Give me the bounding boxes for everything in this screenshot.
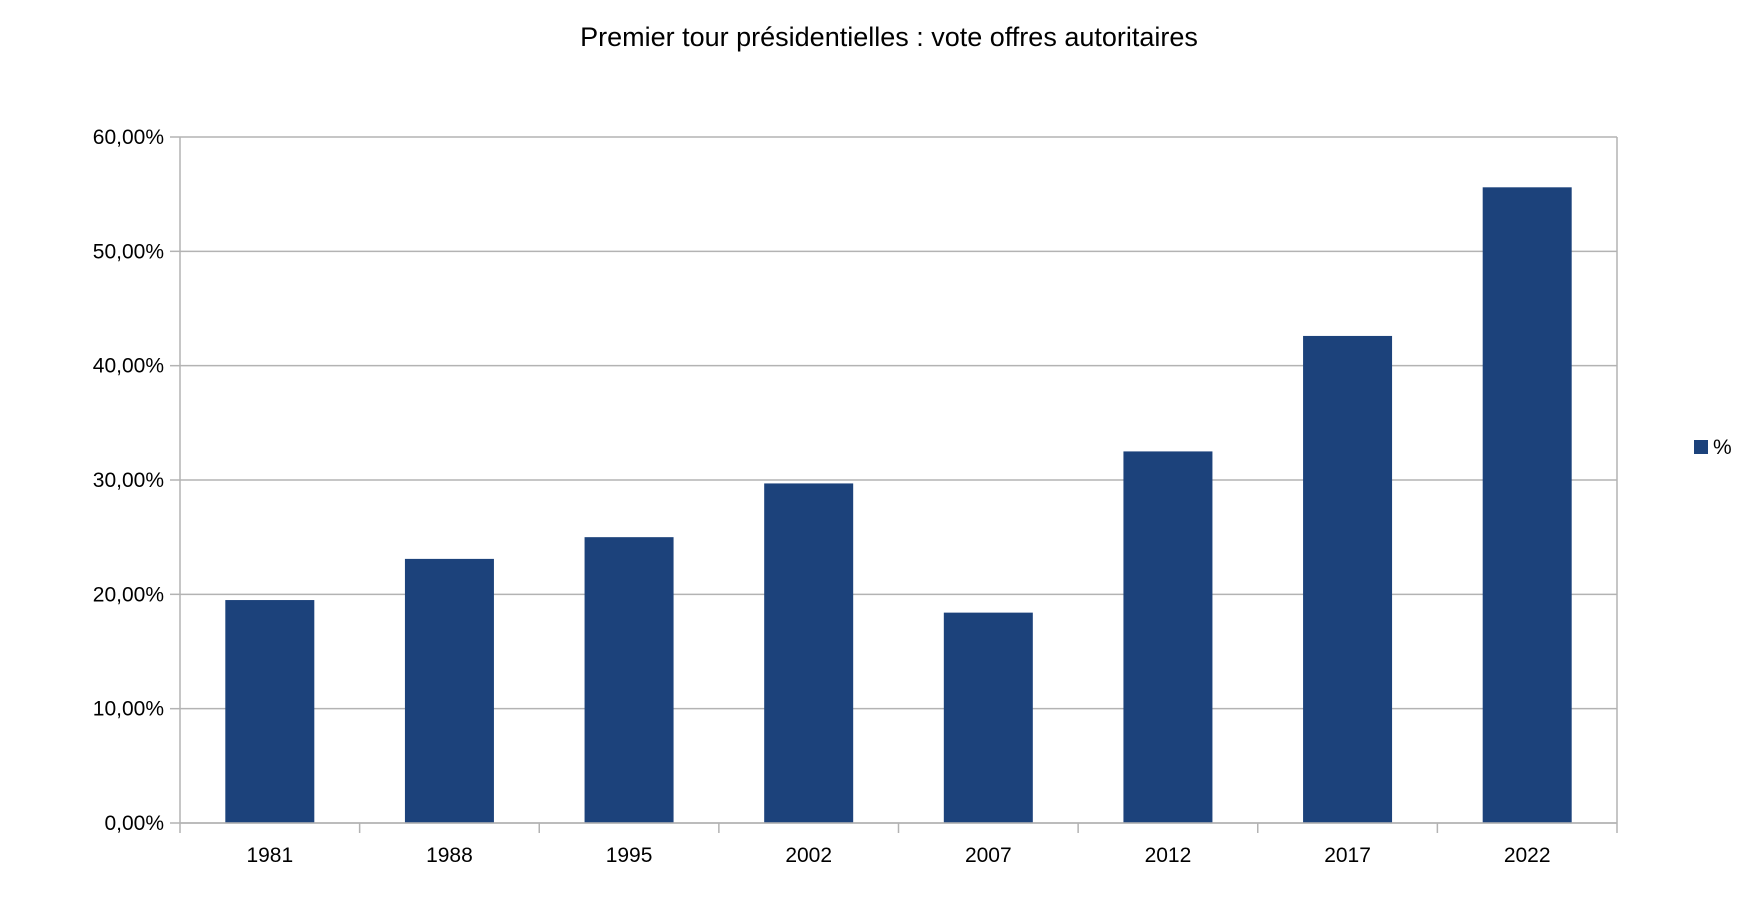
bar-1981 bbox=[225, 600, 315, 823]
x-tick-label: 1988 bbox=[426, 844, 473, 867]
bar-2022 bbox=[1482, 187, 1572, 824]
bar-1995 bbox=[584, 537, 674, 823]
x-tick-label: 1995 bbox=[606, 844, 653, 867]
legend: % bbox=[1694, 436, 1732, 459]
x-axis-tick-labels: 1981 1988 1995 2002 2007 2012 2017 2022 bbox=[246, 844, 1550, 867]
bar-2012 bbox=[1123, 451, 1213, 823]
y-tick-label: 10,00% bbox=[93, 698, 164, 721]
y-tick-label: 20,00% bbox=[93, 583, 164, 606]
y-tick-label: 40,00% bbox=[93, 355, 164, 378]
axes bbox=[179, 137, 1618, 833]
y-tick-label: 60,00% bbox=[93, 126, 164, 149]
legend-swatch bbox=[1694, 440, 1708, 454]
y-tick-label: 50,00% bbox=[93, 240, 164, 263]
bar-2007 bbox=[943, 612, 1033, 823]
x-tick-label: 2002 bbox=[785, 844, 832, 867]
x-tick-label: 2017 bbox=[1324, 844, 1371, 867]
y-tick-label: 30,00% bbox=[93, 469, 164, 492]
y-tick-label: 0,00% bbox=[104, 812, 164, 835]
legend-label: % bbox=[1713, 436, 1732, 459]
x-tick-label: 2012 bbox=[1145, 844, 1192, 867]
x-tick-label: 1981 bbox=[246, 844, 293, 867]
bar-2017 bbox=[1303, 335, 1393, 823]
chart-title: Premier tour présidentielles : vote offr… bbox=[580, 22, 1198, 52]
bar-2002 bbox=[764, 483, 854, 823]
x-tick-label: 2007 bbox=[965, 844, 1012, 867]
bars bbox=[225, 187, 1572, 824]
x-tick-label: 2022 bbox=[1504, 844, 1551, 867]
y-axis-tick-labels: 0,00% 10,00% 20,00% 30,00% 40,00% 50,00% 60,00… bbox=[93, 126, 164, 835]
bar-1988 bbox=[404, 558, 494, 823]
grid-lines bbox=[170, 136, 1617, 824]
